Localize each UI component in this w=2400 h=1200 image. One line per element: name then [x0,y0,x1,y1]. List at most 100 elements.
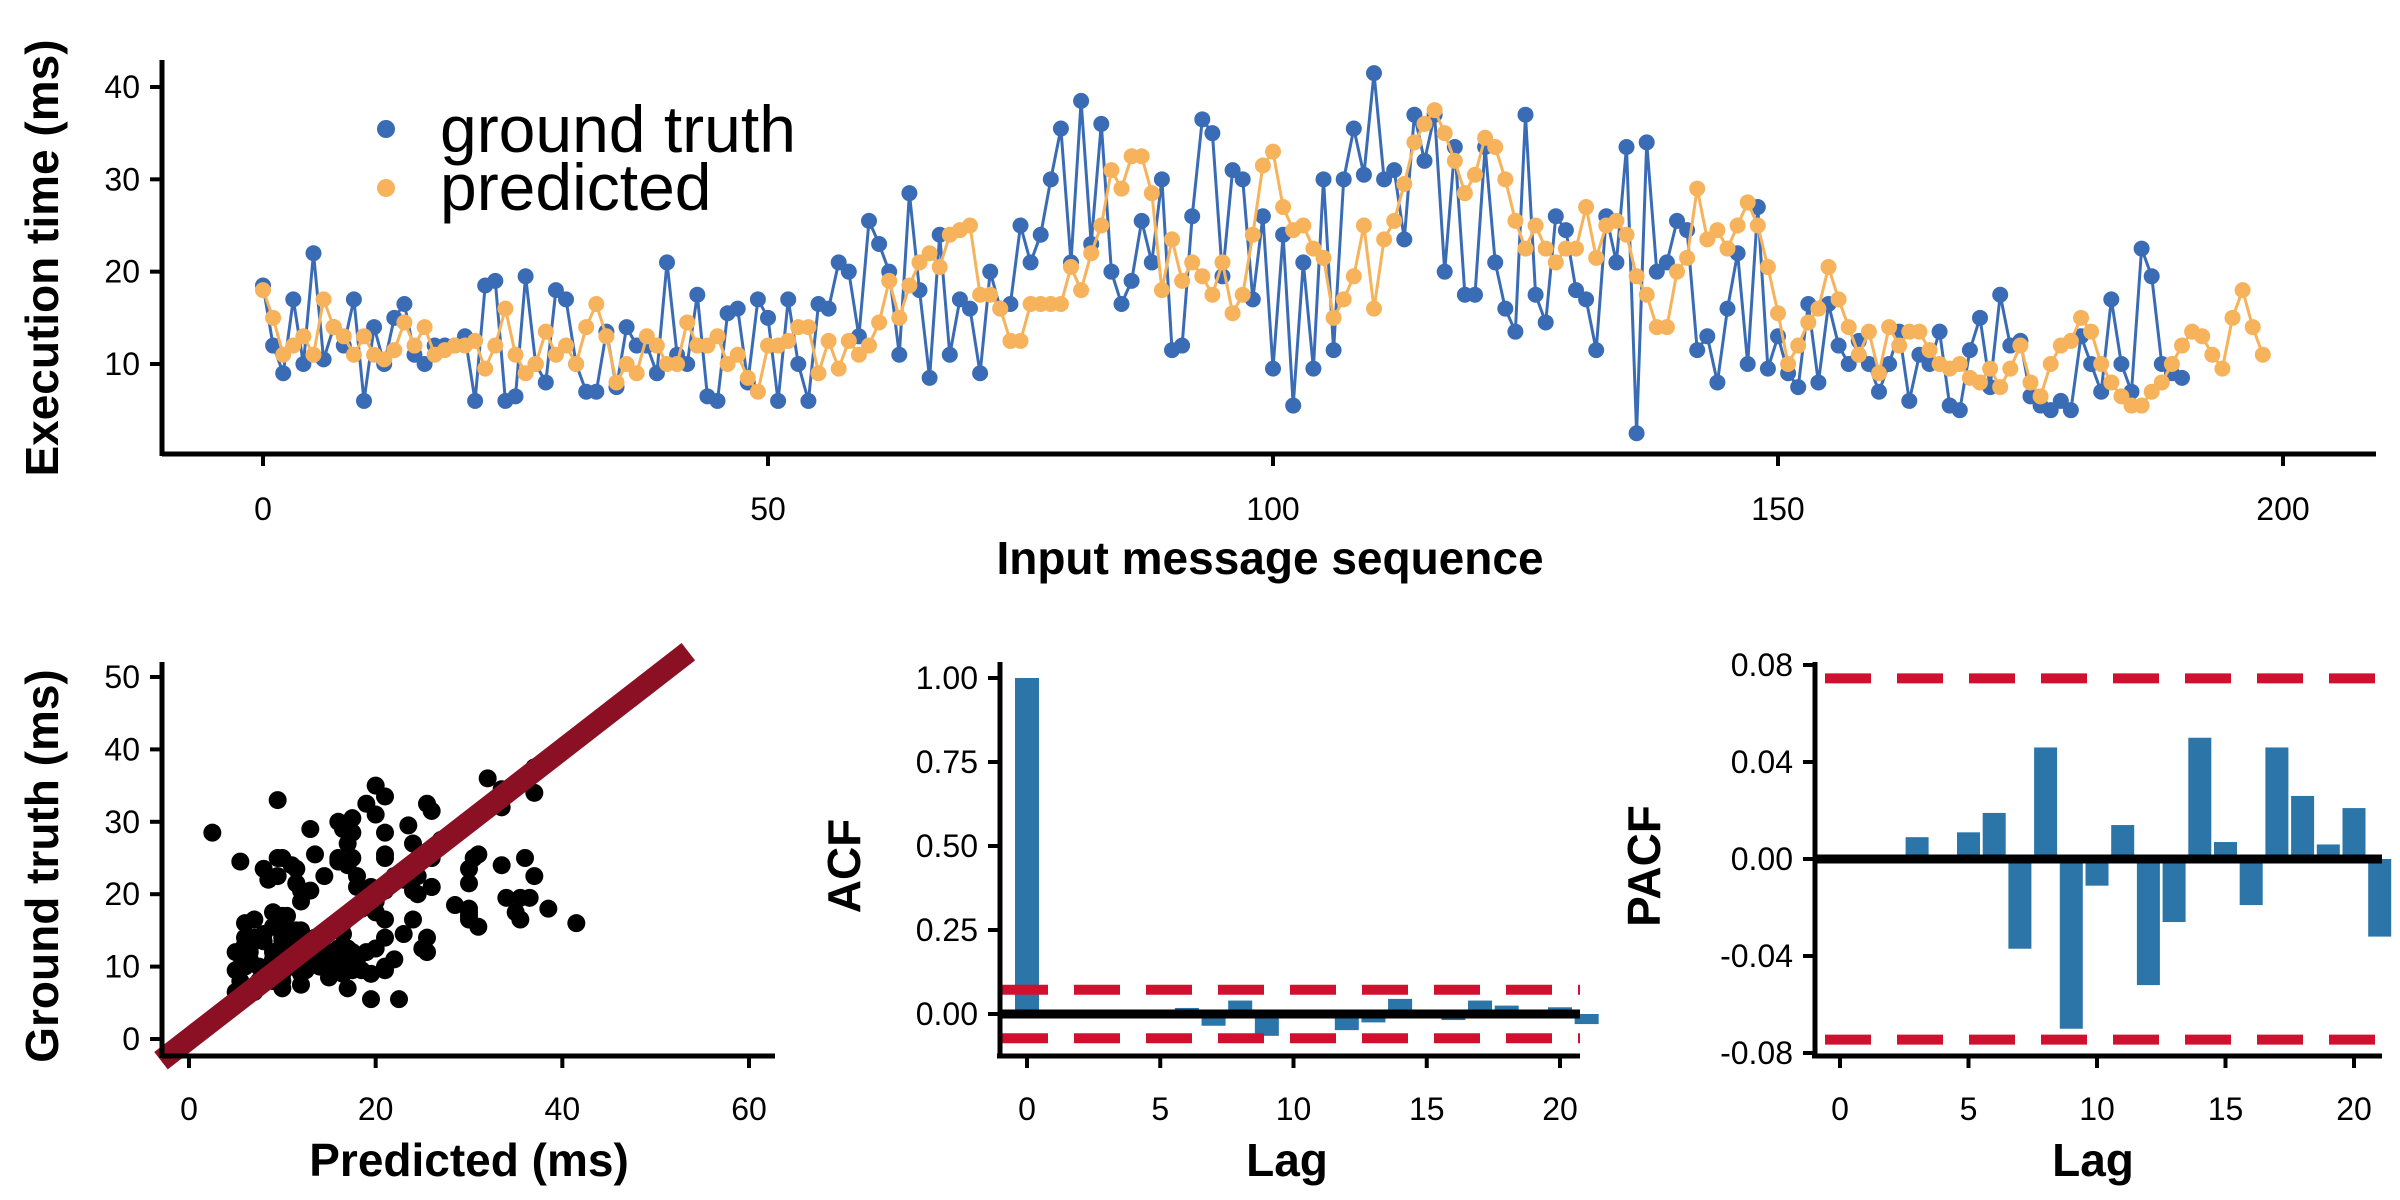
ground-truth-point [871,235,888,252]
scatter-point [301,820,320,839]
predicted-point [1921,342,1938,359]
y-tick-label: 20 [104,254,140,290]
predicted-point [1133,148,1150,165]
ground-truth-point [558,291,574,308]
scatter-point [567,914,586,933]
ground-truth-point [1628,425,1645,442]
ground-truth-point [1951,402,1968,419]
predicted-point [911,254,928,271]
ground-truth-point [1901,392,1918,409]
ground-truth-point [1103,263,1120,280]
ground-truth-point [1699,328,1716,345]
predicted-point [517,365,534,382]
y-tick-label: 20 [104,876,140,912]
predicted-point [1891,337,1908,354]
predicted-point [1638,286,1655,303]
predicted-point [2143,383,2160,400]
scatter-point [231,852,250,871]
predicted-point [285,337,302,354]
predicted-point [1426,102,1443,119]
scatter-point [404,910,422,929]
ground-truth-point [1860,356,1877,372]
predicted-point [1658,319,1675,336]
predicted-point [2174,337,2190,354]
ground-truth-point [1830,337,1847,354]
predicted-point [487,337,504,354]
scatter-point [460,859,478,878]
ground-truth-point [517,268,534,285]
predicted-point [1588,249,1605,266]
predicted-point [618,356,635,372]
ground-truth-point [800,392,817,409]
predicted-point [2234,282,2251,299]
predicted-point [305,346,322,363]
y-axis-title: Execution time (ms) [16,39,68,476]
predicted-point [1982,360,1999,377]
predicted-point [1113,180,1130,197]
scatter-point [329,812,348,831]
ground-truth-point [1638,134,1655,151]
ground-truth-point [1719,300,1736,317]
scatter-point [362,990,380,1009]
ground-truth-point [1931,323,1948,340]
scatter-point [245,932,264,951]
x-tick-label: 40 [545,1091,581,1127]
predicted-point [982,286,999,303]
predicted-point [1972,374,1988,391]
y-tick-label: 30 [104,804,140,840]
scatter-point [492,856,511,875]
ground-truth-point [1648,263,1665,280]
ground-truth-point [1093,115,1110,132]
predicted-point [820,332,837,349]
predicted-point [749,383,766,400]
predicted-point [1517,240,1534,257]
predicted-point [1759,259,1776,276]
predicted-point [467,332,484,349]
ground-truth-point [982,263,999,280]
ground-truth-point [1992,286,2009,303]
predicted-point [1083,245,1100,262]
legend-marker-predicted [377,179,395,197]
predicted-point [901,277,918,294]
ground-truth-point [1517,106,1534,123]
predicted-point [669,356,686,372]
predicted-point [1679,249,1696,266]
predicted-point [507,346,524,363]
y-axis-title: PACF [1618,805,1670,927]
predicted-point [780,332,797,349]
predicted-point [729,346,746,363]
ground-truth-point [507,388,524,405]
x-tick-label: 20 [1542,1091,1578,1127]
ground-truth-point [1032,226,1049,243]
pacf-bar [1905,837,1929,859]
predicted-point [1507,212,1524,229]
acf-bars [1015,678,1599,1036]
ground-truth-point [588,383,605,400]
acf-bar [1254,1014,1279,1036]
predicted-point [1840,319,1857,336]
scatter-point [376,928,394,947]
y-tick-label: 40 [104,69,140,105]
predicted-point [1184,254,1201,271]
ground-truth-point [1578,291,1595,308]
predicted-point [386,342,403,359]
ground-truth-point [1618,139,1635,156]
x-axis-title: Input message sequence [996,532,1543,584]
predicted-point [2224,309,2241,326]
predicted-point [699,337,716,354]
predicted-point [1820,259,1837,276]
scatter-point [268,867,287,886]
ground-truth-point [2062,402,2079,419]
predicted-point [1143,185,1160,202]
fit-line [154,642,696,1070]
scatter-point [399,816,418,835]
reference-line [154,642,696,1070]
x-axis-title: Lag [2052,1134,2134,1186]
ground-truth-point [1386,162,1403,179]
predicted-point [881,272,898,289]
ground-truth-point [275,365,292,382]
predicted-point [608,374,625,391]
scatter-point [273,921,292,940]
ground-truth-point [770,392,787,409]
